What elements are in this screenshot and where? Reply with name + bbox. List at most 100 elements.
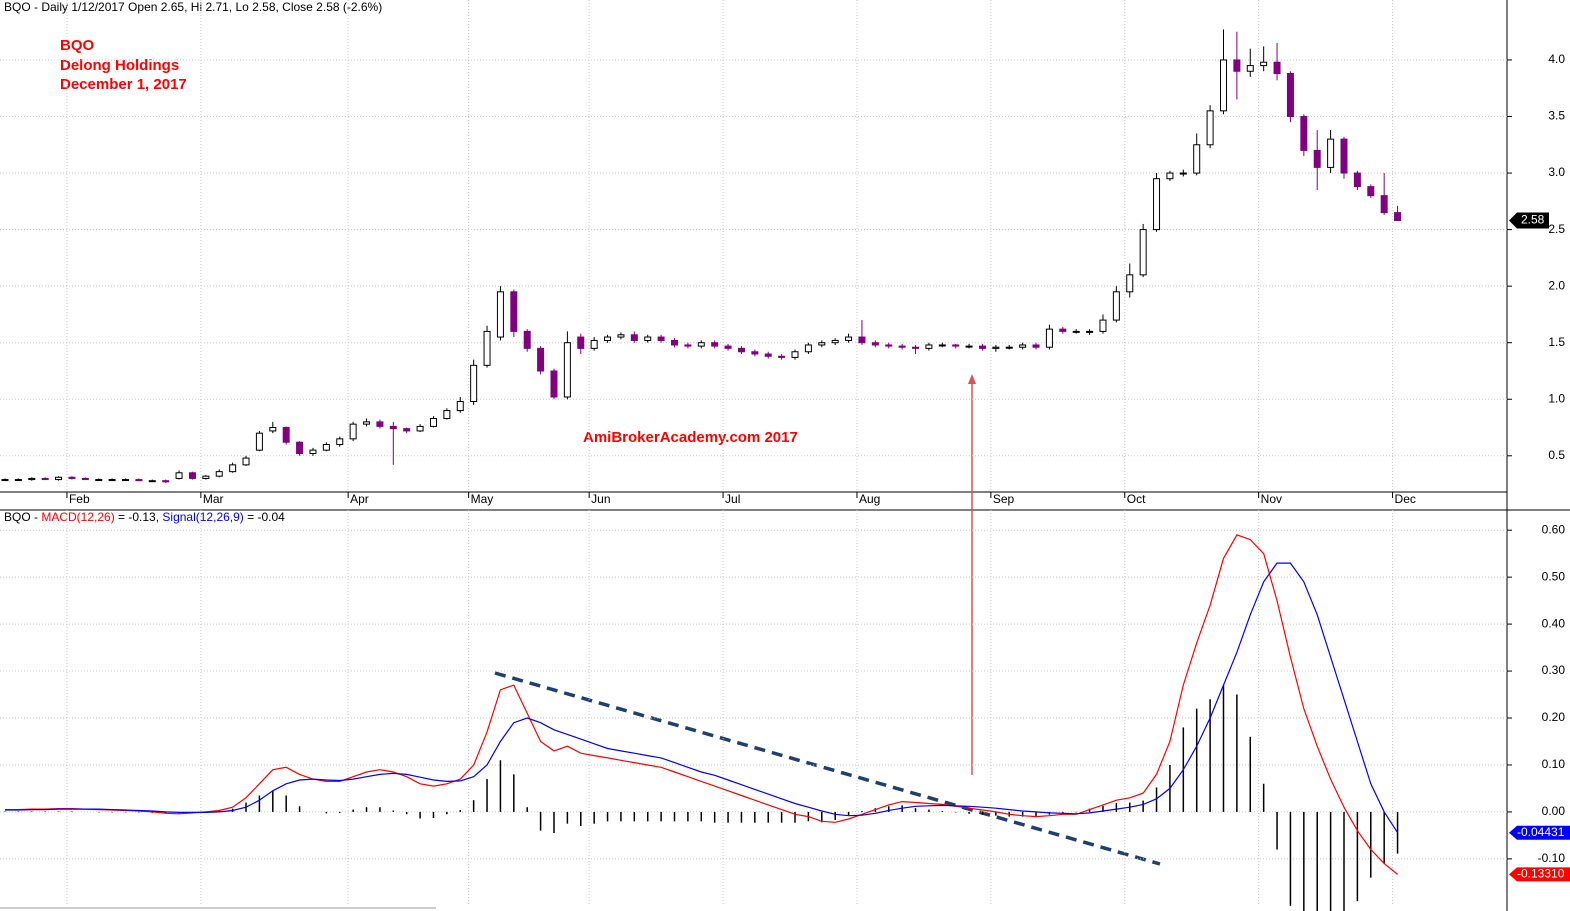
candle-body: [952, 344, 960, 347]
candle-body: [403, 428, 411, 432]
candle-body: [14, 479, 22, 482]
candle-body: [363, 421, 371, 425]
candle-body: [470, 364, 478, 403]
readout: = -0.04: [244, 510, 285, 524]
candle-body: [1380, 195, 1388, 214]
candle-body: [563, 342, 571, 398]
candle-body: [309, 449, 317, 455]
arrow-head: [968, 374, 976, 384]
candle-body: [858, 336, 866, 344]
candle-body: [1086, 330, 1094, 333]
candle-body: [978, 345, 986, 349]
candle-body: [617, 334, 625, 338]
candle-body: [1019, 344, 1027, 348]
candle-body: [1099, 319, 1107, 332]
candle-body: [885, 344, 893, 347]
candle-body: [898, 345, 906, 348]
candle-body: [1166, 172, 1174, 180]
candle-body: [1005, 346, 1013, 349]
legend-entry: Signal(12,26,9): [162, 510, 243, 524]
candle-body: [938, 344, 946, 347]
legend-entry: MACD(12,26): [41, 510, 114, 524]
candle-body: [215, 471, 223, 477]
candle-body: [1246, 65, 1254, 72]
candle-body: [751, 351, 759, 355]
candle-body: [349, 423, 357, 440]
candle-body: [95, 479, 103, 482]
candle-body: [81, 477, 89, 481]
candle-body: [644, 336, 652, 341]
candle-body: [1286, 73, 1294, 117]
x-tick-label: Dec: [1395, 492, 1416, 506]
candle-body: [1045, 328, 1053, 348]
candle-body: [925, 344, 933, 349]
candle-body: [697, 342, 705, 347]
candle-body: [282, 427, 290, 443]
macd-title: BQO - MACD(12,26) = -0.13, Signal(12,26,…: [4, 510, 285, 524]
candle-body: [1260, 61, 1268, 67]
candle-body: [510, 291, 518, 332]
line-series: [5, 534, 1398, 875]
candle-body: [389, 425, 397, 430]
candle-body: [255, 432, 263, 451]
candle-body: [1206, 110, 1214, 146]
y-tick-label: 0.60: [1542, 522, 1566, 536]
y-tick-label: 0.00: [1542, 804, 1566, 818]
candle-body: [269, 427, 277, 432]
candle-body: [456, 401, 464, 412]
candle-body: [188, 472, 196, 479]
candle-body: [671, 339, 678, 346]
y-tick-label: 2.0: [1548, 278, 1565, 292]
y-tick-label: 0.40: [1542, 616, 1566, 630]
title-prefix: BQO -: [4, 510, 41, 524]
x-tick-label: Oct: [1127, 492, 1146, 506]
y-tick-label: 1.5: [1548, 335, 1565, 349]
candle-body: [162, 480, 170, 483]
candle-body: [416, 425, 424, 432]
annotation: BQO: [60, 37, 95, 54]
candle-body: [496, 291, 504, 338]
chart-title: BQO - Daily 1/12/2017 Open 2.65, Hi 2.71…: [4, 0, 382, 14]
candle-body: [1139, 229, 1147, 276]
candle-body: [630, 334, 638, 341]
y-tick-label: 1.0: [1548, 391, 1565, 405]
candle-body: [657, 336, 665, 341]
y-tick-label: 3.5: [1548, 109, 1565, 123]
candle-body: [590, 339, 598, 349]
y-tick-label: 0.10: [1542, 757, 1566, 771]
x-tick-label: Apr: [350, 492, 369, 506]
candle-body: [737, 347, 745, 353]
candle-body: [1153, 178, 1161, 231]
candle-body: [122, 479, 130, 482]
candle-body: [1126, 274, 1134, 293]
candle-body: [818, 342, 826, 346]
y-tick-label: 0.50: [1542, 569, 1566, 583]
candle-body: [242, 457, 250, 466]
candle-body: [1273, 61, 1281, 75]
x-tick-label: Nov: [1261, 492, 1282, 506]
y-tick-label: 2.5: [1548, 222, 1565, 236]
line-series: [5, 562, 1399, 834]
candle-body: [764, 353, 772, 357]
candle-body: [336, 438, 344, 445]
candle-body: [804, 344, 812, 353]
last-price-label: 2.58: [1521, 213, 1545, 227]
candle-body: [1193, 144, 1201, 174]
x-tick-label: Jun: [591, 492, 610, 506]
x-tick-label: Aug: [859, 492, 880, 506]
y-tick-label: -0.10: [1538, 851, 1566, 865]
candle-body: [1300, 115, 1308, 151]
last-price-marker: [1509, 212, 1549, 229]
trend-line: [494, 671, 1161, 866]
candle-body: [68, 476, 76, 479]
candle-body: [1219, 59, 1227, 112]
candle-body: [443, 410, 451, 419]
candle-body: [1, 479, 9, 482]
candle-body: [831, 339, 839, 344]
candle-body: [1059, 328, 1067, 332]
candle-body: [1179, 172, 1187, 175]
end-label: -0.13310: [1517, 867, 1565, 881]
y-tick-label: 3.0: [1548, 165, 1565, 179]
candle-body: [1233, 59, 1241, 72]
